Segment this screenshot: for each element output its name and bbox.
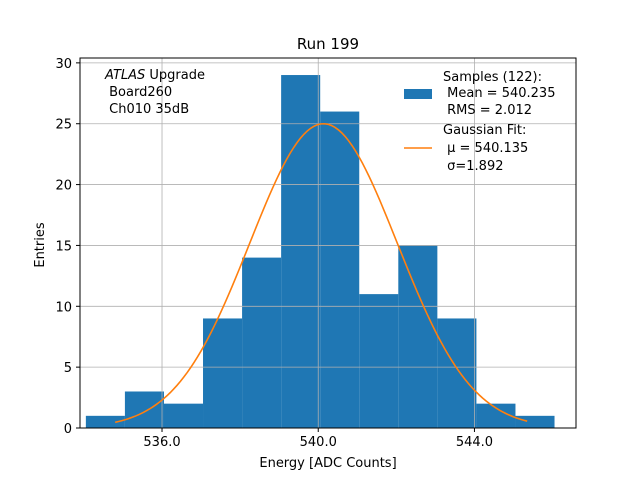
y-tick-label: 0 [64,422,72,437]
y-tick-label: 25 [55,118,72,133]
plot-frame [79,57,577,429]
x-tick-label: 536.0 [143,435,180,450]
histogram-bar [124,391,164,428]
histogram-bar [85,415,125,428]
annotation-board: Board260 [105,85,172,100]
annotation-upgrade: Upgrade [145,68,205,83]
y-tick-label: 20 [55,179,72,194]
axes-frame [79,57,577,429]
legend-samples-title: Samples (122): [443,70,542,85]
histogram-bar [359,294,399,428]
legend-swatch-samples [404,89,432,99]
histogram-bar [320,111,360,429]
legend-fit-sigma: σ=1.892 [443,159,503,174]
atlas-annotation: ATLAS Upgrade Board260 Ch010 35dB [104,68,205,117]
histogram-bar [398,245,438,428]
histogram-bar [163,403,204,428]
annotation-channel: Ch010 35dB [105,102,189,117]
histogram-bar [242,257,282,428]
x-axis-label: Energy [ADC Counts] [259,456,396,471]
x-tick-label: 540.0 [300,435,337,450]
histogram-bar [515,415,555,428]
y-tick-label: 30 [55,57,72,72]
x-tick-label: 544.0 [456,435,493,450]
legend: Samples (122): Mean = 540.235 RMS = 2.01… [404,70,555,174]
chart-title: Run 199 [297,35,359,53]
y-tick-label: 15 [55,239,72,254]
legend-fit-title: Gaussian Fit: [443,123,526,138]
svg-text:ATLAS Upgrade: ATLAS Upgrade [104,68,205,83]
y-axis-label: Entries [33,222,48,268]
histogram-bar [281,75,321,428]
histogram-bar [437,318,477,428]
y-tick-label: 10 [55,300,72,315]
histogram-bars [85,75,555,429]
annotation-atlas: ATLAS [104,68,145,83]
y-tick-label: 5 [64,361,72,376]
gaussian-fit-line [114,122,528,424]
axis-ticks: 536.0 540.0 544.0 0 5 10 15 20 25 30 [55,57,493,450]
legend-samples-rms: RMS = 2.012 [443,103,532,118]
legend-samples-mean: Mean = 540.235 [443,86,555,101]
legend-fit-mu: μ = 540.135 [443,141,528,156]
